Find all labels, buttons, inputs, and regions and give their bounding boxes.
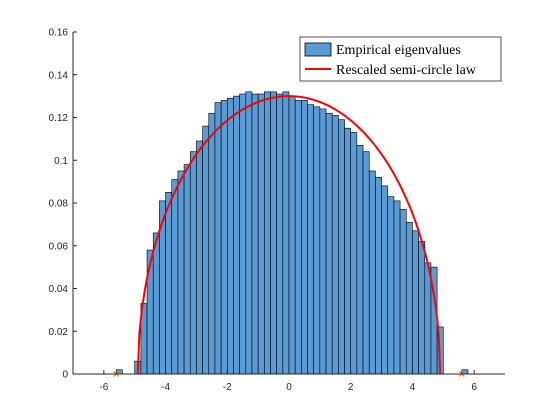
histogram-bar <box>233 95 240 375</box>
histogram-bar <box>177 170 185 375</box>
y-tick-label: 0.06 <box>49 241 69 252</box>
histogram-bar <box>362 151 370 375</box>
x-tick-label: -2 <box>223 382 232 393</box>
x-tick-label: 0 <box>286 382 292 393</box>
y-tick-label: 0.16 <box>49 28 69 39</box>
histogram-bar <box>294 100 302 375</box>
histogram-bar <box>202 125 210 375</box>
histogram-bar <box>313 106 321 375</box>
legend-label-histogram: Empirical eigenvalues <box>336 43 461 58</box>
histogram-bar <box>245 91 253 375</box>
histogram-bar <box>331 115 339 375</box>
histogram-bar <box>220 100 228 375</box>
histogram-bar <box>418 241 426 375</box>
semi-circle-curve <box>136 95 442 375</box>
histogram-bar <box>196 140 203 375</box>
legend-swatch-histogram <box>304 42 332 57</box>
x-tick-label: 6 <box>471 382 477 393</box>
histogram-bar <box>344 127 352 375</box>
histogram-bar <box>307 104 314 375</box>
histogram-bar <box>183 164 191 375</box>
histogram-bar <box>288 95 296 375</box>
y-ticks: 0 0.02 0.04 0.06 0.08 0.1 0.12 0.14 0.16 <box>49 28 77 381</box>
histogram-bar <box>375 177 382 375</box>
histogram-bar <box>338 119 345 375</box>
histogram-bar <box>356 144 364 375</box>
histogram-bar <box>226 97 234 375</box>
histogram-bar <box>146 249 154 375</box>
y-tick-label: 0.08 <box>49 199 69 210</box>
histogram-bar <box>368 170 376 375</box>
histogram-bar <box>405 221 413 375</box>
semi-circle-curve-layer <box>136 95 442 375</box>
y-tick-label: 0.1 <box>54 156 68 167</box>
x-tick-label: 4 <box>410 382 416 393</box>
histogram-bar <box>257 93 265 375</box>
histogram-bar <box>350 132 358 375</box>
histogram-bar <box>276 93 284 375</box>
histogram-bar <box>165 192 173 375</box>
histogram-bar <box>282 91 290 375</box>
x-tick-label: -6 <box>99 382 108 393</box>
histogram-bar <box>412 230 419 375</box>
y-tick-label: 0.04 <box>49 284 69 295</box>
legend-label-curve: Rescaled semi-circle law <box>336 63 477 78</box>
histogram-bar <box>189 151 197 375</box>
histogram-bar <box>270 91 277 375</box>
histogram-bar <box>325 112 333 375</box>
x-ticks: -6 -4 -2 0 2 4 6 <box>99 370 477 393</box>
y-tick-label: 0.02 <box>49 327 69 338</box>
y-tick-label: 0 <box>62 370 68 381</box>
histogram-bar <box>208 112 216 375</box>
histogram-bar <box>152 232 160 375</box>
histogram-bar <box>387 196 395 375</box>
histogram-bar <box>264 91 271 375</box>
legend: Empirical eigenvalues Rescaled semi-circ… <box>299 36 502 82</box>
histogram-bar <box>171 179 179 375</box>
legend-box <box>299 36 502 82</box>
y-tick-label: 0.12 <box>49 113 69 124</box>
histogram-bar <box>319 108 327 375</box>
histogram-bar <box>239 93 247 375</box>
histogram-bar <box>424 262 432 375</box>
histogram-bar <box>251 93 259 375</box>
x-tick-label: 2 <box>348 382 354 393</box>
x-tick-label: -4 <box>161 382 170 393</box>
y-tick-label: 0.14 <box>49 70 69 81</box>
histogram-bar <box>301 100 308 375</box>
histogram-bar <box>214 102 222 375</box>
histogram-bar <box>393 200 401 375</box>
histogram-bar <box>381 185 389 375</box>
histogram-bar <box>399 209 407 375</box>
